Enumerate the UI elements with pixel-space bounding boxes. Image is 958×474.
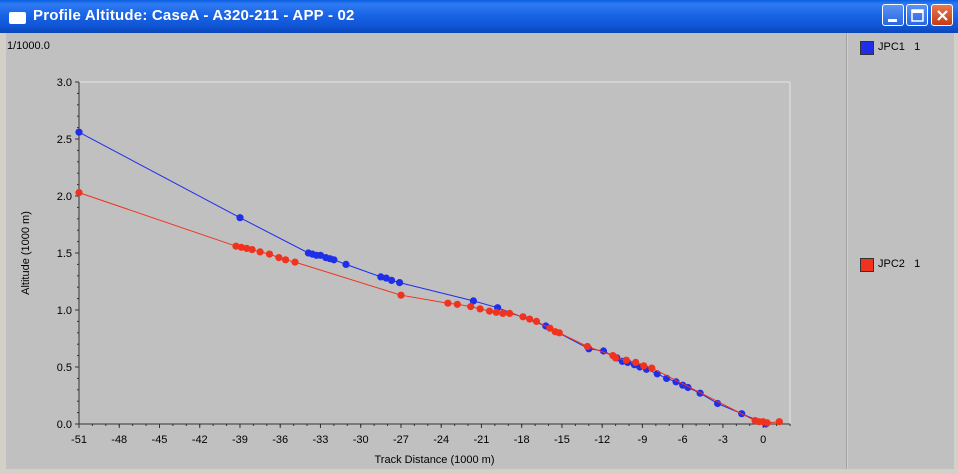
scale-label: 1/1000.0 xyxy=(7,40,50,52)
legend-label-jpc1: JPC1 1 xyxy=(878,41,921,53)
app-icon xyxy=(9,12,26,24)
legend-swatch-jpc1 xyxy=(860,41,874,55)
title-bar[interactable]: Profile Altitude: CaseA - A320-211 - APP… xyxy=(0,0,958,33)
close-button[interactable] xyxy=(931,4,953,26)
legend-pane xyxy=(848,33,954,469)
minimize-icon xyxy=(888,19,897,22)
legend-label-jpc2: JPC2 1 xyxy=(878,258,921,270)
chart-pane xyxy=(6,33,847,469)
window-title: Profile Altitude: CaseA - A320-211 - APP… xyxy=(33,7,355,24)
maximize-icon xyxy=(911,9,924,22)
close-icon xyxy=(937,10,948,21)
maximize-button[interactable] xyxy=(906,4,928,26)
legend-swatch-jpc2 xyxy=(860,258,874,272)
minimize-button[interactable] xyxy=(882,4,904,26)
